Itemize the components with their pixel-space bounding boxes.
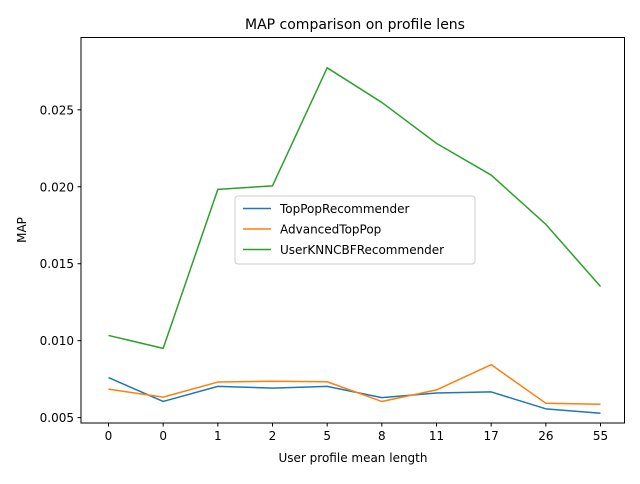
x-tick-label: 0 [159, 429, 167, 443]
x-tick-label: 26 [538, 429, 553, 443]
y-tick-label: 0.020 [40, 180, 74, 194]
chart-title: MAP comparison on profile lens [245, 17, 465, 33]
y-tick-label: 0.025 [40, 103, 74, 117]
legend-label: UserKNNCBFRecommender [280, 243, 444, 257]
x-tick-label: 0 [105, 429, 113, 443]
x-tick-label: 5 [323, 429, 331, 443]
x-tick-label: 11 [429, 429, 444, 443]
x-axis-label: User profile mean length [279, 451, 428, 465]
x-tick-label: 17 [484, 429, 499, 443]
y-tick-label: 0.010 [40, 334, 74, 348]
x-tick-label: 8 [378, 429, 386, 443]
y-tick-label: 0.005 [40, 411, 74, 425]
legend-label: TopPopRecommender [279, 202, 410, 216]
x-tick-label: 55 [593, 429, 608, 443]
x-tick-label: 1 [214, 429, 222, 443]
x-tick-label: 2 [269, 429, 277, 443]
legend: TopPopRecommender AdvancedTopPop UserKNNCB… [235, 196, 475, 264]
y-tick-label: 0.015 [40, 257, 74, 271]
legend-label: AdvancedTopPop [280, 223, 381, 237]
y-axis-label: MAP [15, 217, 29, 243]
